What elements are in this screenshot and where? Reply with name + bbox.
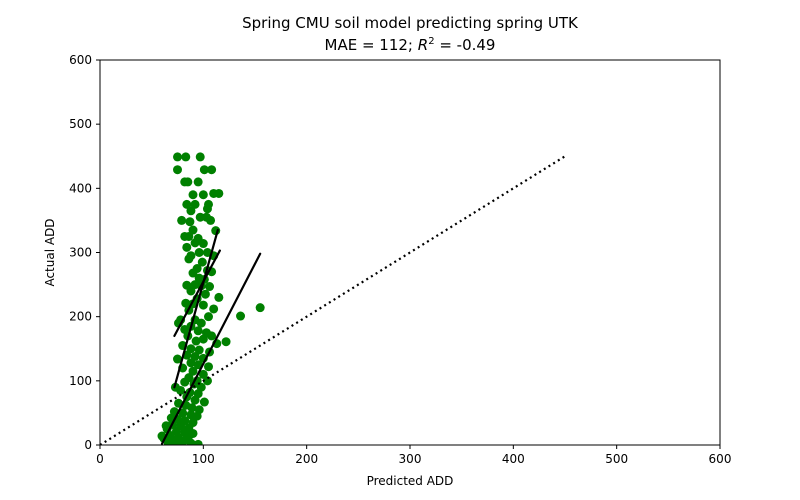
data-point: [204, 312, 213, 322]
y-tick-label: 500: [69, 117, 92, 131]
data-point: [191, 336, 201, 346]
data-point: [214, 188, 224, 198]
x-tick-label: 200: [295, 452, 318, 466]
data-point: [178, 408, 188, 418]
data-point: [186, 286, 196, 296]
x-tick-label: 0: [96, 452, 104, 466]
data-point: [206, 215, 216, 225]
data-point: [161, 421, 171, 431]
data-point: [221, 337, 231, 347]
data-point: [193, 439, 203, 445]
data-point: [182, 199, 192, 209]
data-point: [192, 411, 202, 421]
data-point: [207, 165, 217, 175]
data-point: [199, 397, 209, 407]
data-point: [173, 165, 182, 175]
data-point: [173, 152, 182, 162]
y-tick-label: 200: [69, 310, 92, 324]
data-point: [184, 231, 194, 241]
data-point: [184, 431, 194, 441]
data-point: [176, 385, 186, 395]
data-point: [186, 358, 196, 368]
regression-line-3: [160, 252, 262, 445]
x-tick-label: 500: [605, 452, 628, 466]
data-point: [202, 376, 212, 386]
plot-area: [100, 152, 566, 445]
data-point: [194, 248, 204, 257]
data-point: [173, 354, 182, 364]
data-point: [209, 304, 219, 314]
data-point: [190, 351, 200, 361]
data-point: [188, 366, 198, 376]
title-r2-value: = -0.49: [435, 36, 496, 54]
data-point: [180, 377, 190, 387]
data-point: [185, 217, 195, 227]
x-tick-label: 100: [192, 452, 215, 466]
data-point: [177, 215, 187, 225]
data-point: [186, 206, 196, 216]
y-tick-label: 0: [84, 438, 92, 452]
data-point: [183, 177, 193, 187]
x-tick-label: 600: [709, 452, 732, 466]
data-point: [236, 311, 246, 321]
data-point: [198, 190, 208, 200]
data-point: [199, 165, 209, 175]
data-point: [196, 318, 206, 328]
chart-title-line2: MAE = 112; R2 = -0.49: [325, 36, 496, 54]
data-point: [255, 303, 265, 313]
chart-title-line1: Spring CMU soil model predicting spring …: [242, 14, 579, 32]
data-point: [207, 331, 217, 341]
data-point: [214, 292, 224, 302]
data-point: [188, 225, 198, 235]
data-point: [181, 152, 191, 162]
data-point: [193, 326, 203, 336]
data-point: [190, 199, 200, 209]
data-point: [190, 395, 200, 405]
x-axis: 0 100 200 300 400 500 600: [96, 445, 731, 466]
data-point: [188, 190, 198, 200]
data-point: [197, 257, 207, 267]
data-point: [186, 344, 196, 354]
data-point: [195, 152, 205, 162]
regression-line-2: [173, 228, 219, 389]
title-mae-text: MAE = 112;: [325, 36, 418, 54]
data-point: [198, 334, 208, 344]
data-point: [182, 242, 192, 252]
data-point: [205, 282, 215, 292]
x-axis-label: Predicted ADD: [367, 474, 454, 488]
data-point: [188, 268, 198, 278]
y-tick-label: 100: [69, 374, 92, 388]
data-point: [202, 204, 212, 214]
y-tick-label: 400: [69, 181, 92, 195]
data-point: [194, 345, 204, 355]
data-point: [190, 238, 200, 248]
data-point: [200, 289, 210, 299]
data-point: [187, 403, 197, 413]
data-point: [181, 298, 191, 308]
y-tick-label: 600: [69, 53, 92, 67]
data-point: [195, 212, 205, 222]
data-point: [198, 300, 208, 310]
y-axis-label: Actual ADD: [43, 218, 57, 286]
y-tick-label: 300: [69, 246, 92, 260]
title-r-symbol: R: [418, 36, 428, 54]
data-point: [163, 438, 173, 445]
data-point: [184, 254, 194, 264]
y-axis: 0 100 200 300 400 500 600: [69, 53, 100, 452]
data-point: [198, 239, 208, 249]
data-point: [198, 369, 208, 379]
data-point: [171, 439, 181, 445]
x-tick-label: 300: [399, 452, 422, 466]
x-tick-label: 400: [502, 452, 525, 466]
data-point: [204, 362, 213, 372]
title-superscript: 2: [428, 36, 434, 47]
data-point: [193, 177, 203, 187]
regression-line-1: [173, 249, 221, 338]
